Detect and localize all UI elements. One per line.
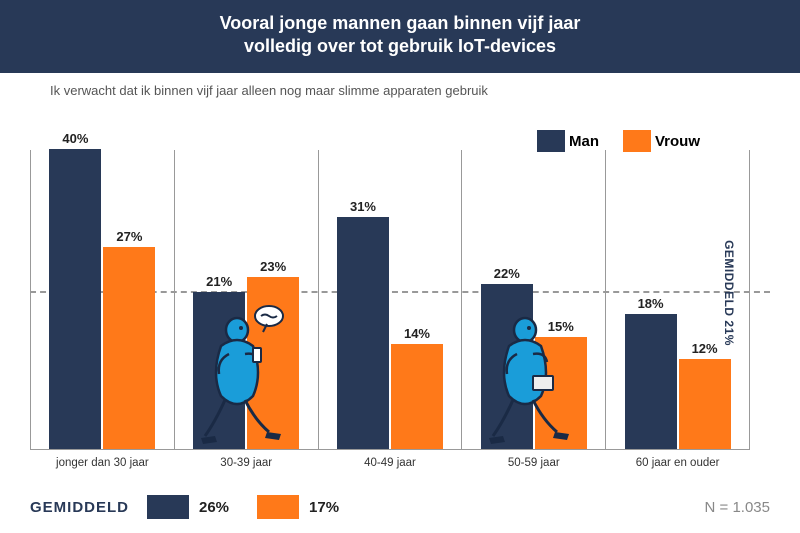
footer-man-avg: 26% (199, 499, 229, 516)
bar-value-label: 14% (404, 326, 430, 341)
legend-swatch-vrouw (623, 130, 651, 152)
chart-area: GEMIDDELD 21% 40%27%jonger dan 30 jaar21… (30, 150, 770, 450)
category-label: jonger dan 30 jaar (31, 457, 174, 469)
bar-groups: 40%27%jonger dan 30 jaar21%23%30-39 jaar… (30, 150, 750, 450)
footer-swatch-man (147, 495, 189, 519)
category-label: 60 jaar en ouder (606, 457, 749, 469)
bar-vrouw: 12% (679, 359, 731, 449)
bar-value-label: 22% (494, 266, 520, 281)
bar-vrouw: 27% (103, 247, 155, 450)
bar-man: 21% (193, 292, 245, 450)
bar-group: 31%14%40-49 jaar (318, 150, 462, 450)
bar-value-label: 12% (692, 341, 718, 356)
chart-title: Vooral jonge mannen gaan binnen vijf jaa… (0, 0, 800, 73)
title-line2: volledig over tot gebruik IoT-devices (244, 36, 556, 56)
bar-vrouw: 15% (535, 337, 587, 450)
bar-value-label: 21% (206, 274, 232, 289)
title-line1: Vooral jonge mannen gaan binnen vijf jaa… (220, 13, 581, 33)
category-label: 40-49 jaar (319, 457, 462, 469)
footer: GEMIDDELD 26% 17% N = 1.035 (30, 495, 770, 519)
bar-man: 40% (49, 149, 101, 449)
bar-value-label: 31% (350, 199, 376, 214)
footer-gemiddeld-label: GEMIDDELD (30, 499, 129, 516)
bar-man: 18% (625, 314, 677, 449)
legend-item-vrouw: Vrouw (623, 130, 700, 152)
legend-swatch-man (537, 130, 565, 152)
bar-value-label: 27% (116, 229, 142, 244)
footer-vrouw-avg: 17% (309, 499, 339, 516)
bar-value-label: 15% (548, 319, 574, 334)
bar-man: 31% (337, 217, 389, 450)
bar-value-label: 23% (260, 259, 286, 274)
avg-line-label: GEMIDDELD 21% (722, 240, 736, 346)
chart-subtitle: Ik verwacht dat ik binnen vijf jaar alle… (0, 73, 800, 98)
legend-label-man: Man (569, 133, 599, 150)
footer-swatch-vrouw (257, 495, 299, 519)
legend-label-vrouw: Vrouw (655, 133, 700, 150)
bar-group: 40%27%jonger dan 30 jaar (30, 150, 174, 450)
bar-group: 21%23%30-39 jaar (174, 150, 318, 450)
bar-vrouw: 14% (391, 344, 443, 449)
legend-item-man: Man (537, 130, 599, 152)
bar-value-label: 40% (62, 131, 88, 146)
bar-group: 22%15%50-59 jaar (461, 150, 605, 450)
category-label: 50-59 jaar (462, 457, 605, 469)
legend: Man Vrouw (537, 130, 700, 152)
footer-n-label: N = 1.035 (705, 499, 770, 516)
bar-value-label: 18% (638, 296, 664, 311)
category-label: 30-39 jaar (175, 457, 318, 469)
bar-man: 22% (481, 284, 533, 449)
bar-vrouw: 23% (247, 277, 299, 450)
